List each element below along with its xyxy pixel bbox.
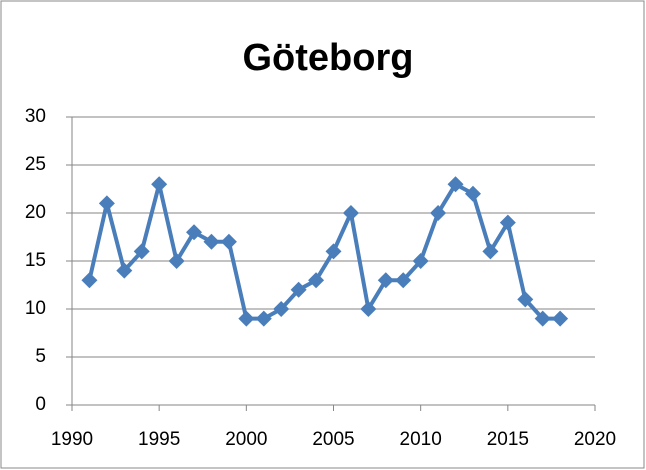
marker bbox=[273, 301, 290, 317]
marker bbox=[220, 233, 237, 250]
marker bbox=[203, 233, 220, 250]
marker bbox=[482, 243, 499, 260]
marker bbox=[81, 272, 98, 289]
x-tick-label: 1990 bbox=[51, 429, 93, 450]
y-tick-label: 0 bbox=[35, 394, 46, 415]
marker bbox=[395, 272, 412, 289]
x-tick-label: 2020 bbox=[574, 429, 616, 450]
x-tick-label: 2015 bbox=[487, 429, 529, 450]
marker bbox=[325, 243, 342, 260]
marker bbox=[447, 176, 464, 193]
marker bbox=[430, 205, 447, 221]
marker bbox=[377, 272, 394, 289]
marker bbox=[342, 205, 359, 221]
chart-title: Göteborg bbox=[243, 37, 414, 79]
marker bbox=[238, 310, 255, 327]
marker bbox=[552, 310, 569, 327]
x-tick-label: 2010 bbox=[400, 429, 442, 450]
marker bbox=[412, 253, 429, 269]
y-tick-label: 20 bbox=[25, 202, 46, 223]
y-tick-label: 30 bbox=[25, 106, 46, 127]
marker bbox=[168, 253, 185, 269]
marker bbox=[308, 272, 325, 289]
y-tick-label: 5 bbox=[35, 346, 46, 367]
marker bbox=[464, 185, 481, 202]
x-tick-label: 2005 bbox=[312, 429, 354, 450]
marker bbox=[98, 195, 115, 212]
y-tick-label: 10 bbox=[25, 298, 46, 319]
marker bbox=[499, 214, 516, 231]
marker bbox=[186, 224, 203, 241]
y-tick-label: 15 bbox=[25, 250, 46, 271]
marker bbox=[151, 176, 168, 193]
marker bbox=[116, 262, 133, 279]
marker bbox=[290, 281, 307, 298]
x-tick-label: 2000 bbox=[225, 429, 267, 450]
marker bbox=[534, 310, 551, 327]
x-tick-label: 1995 bbox=[138, 429, 180, 450]
marker bbox=[133, 243, 150, 260]
marker bbox=[255, 310, 272, 327]
marker bbox=[517, 291, 534, 308]
y-tick-label: 25 bbox=[25, 154, 46, 175]
marker bbox=[360, 301, 377, 317]
line bbox=[87, 182, 561, 321]
